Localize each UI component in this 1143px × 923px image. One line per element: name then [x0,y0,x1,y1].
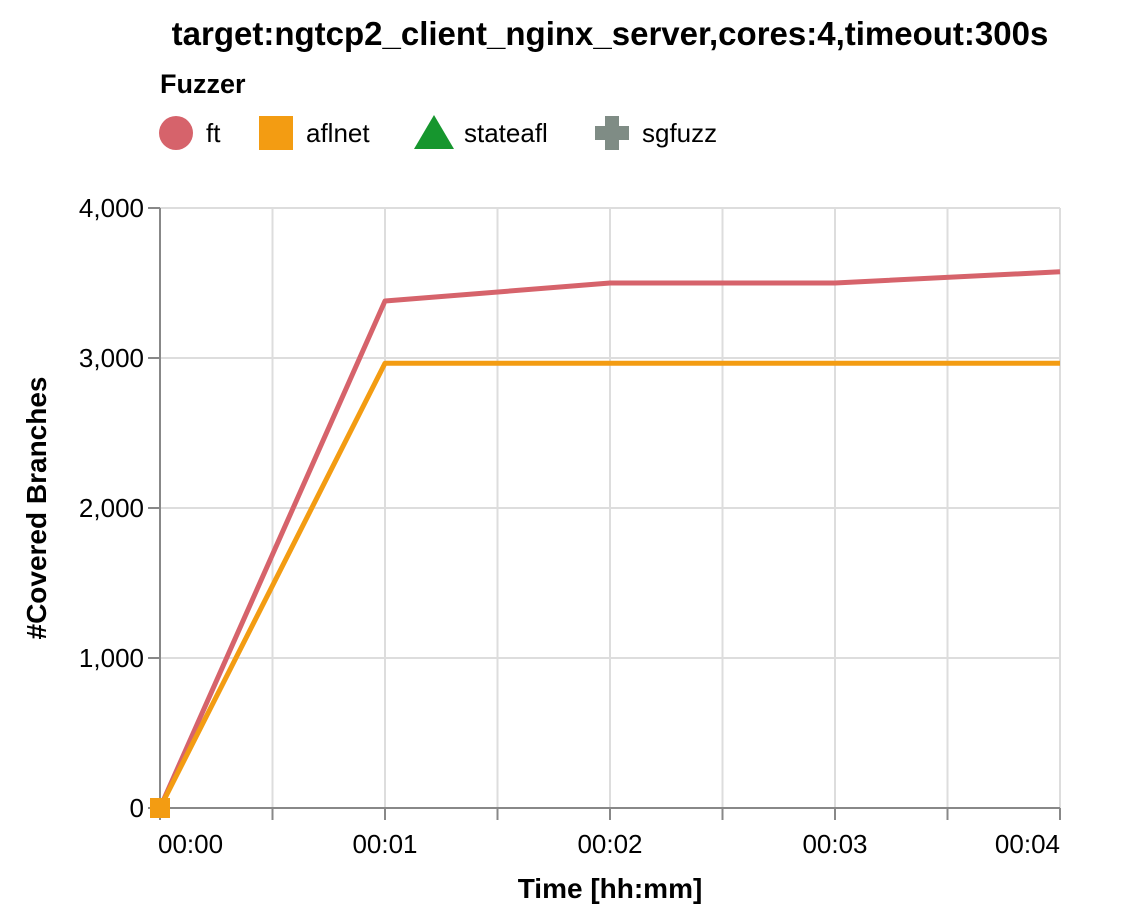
legend-item-aflnet: aflnet [259,116,370,150]
start-marker [150,798,170,818]
x-tick-label: 00:04 [995,829,1060,859]
legend-title: Fuzzer [160,69,246,99]
x-tick-label: 00:02 [577,829,642,859]
x-tick-label: 00:01 [352,829,417,859]
y-tick-label: 1,000 [79,643,144,673]
y-tick-label: 0 [130,793,144,823]
x-tick-label: 00:00 [158,829,223,859]
x-axis-title: Time [hh:mm] [518,873,703,904]
legend-item-sgfuzz: sgfuzz [595,116,717,150]
legend-symbol-triangle [414,115,454,149]
legend-label: sgfuzz [642,118,717,148]
legend-label: ft [206,118,221,148]
legend-label: stateafl [464,118,548,148]
y-tick-label: 3,000 [79,343,144,373]
legend-label: aflnet [306,118,370,148]
legend: Fuzzer ft aflnet stateafl sgfuzz [159,69,717,150]
x-tick-label: 00:03 [802,829,867,859]
legend-item-ft: ft [159,116,221,150]
legend-symbol-circle [159,116,193,150]
y-tick-label: 4,000 [79,193,144,223]
y-tick-label: 2,000 [79,493,144,523]
series-layer [150,269,1061,818]
legend-item-stateafl: stateafl [414,115,548,149]
legend-symbol-square [259,116,293,150]
axes: 00:00 00:01 00:02 00:03 00:04 0 1,000 2,000 3,00… [79,193,1061,859]
y-axis-title: #Covered Branches [21,376,52,639]
legend-symbol-cross [595,116,629,150]
chart-title: target:ngtcp2_client_nginx_server,cores:… [172,15,1049,52]
series-line-ft [157,269,1061,810]
series-line-aflnet [157,360,1060,810]
